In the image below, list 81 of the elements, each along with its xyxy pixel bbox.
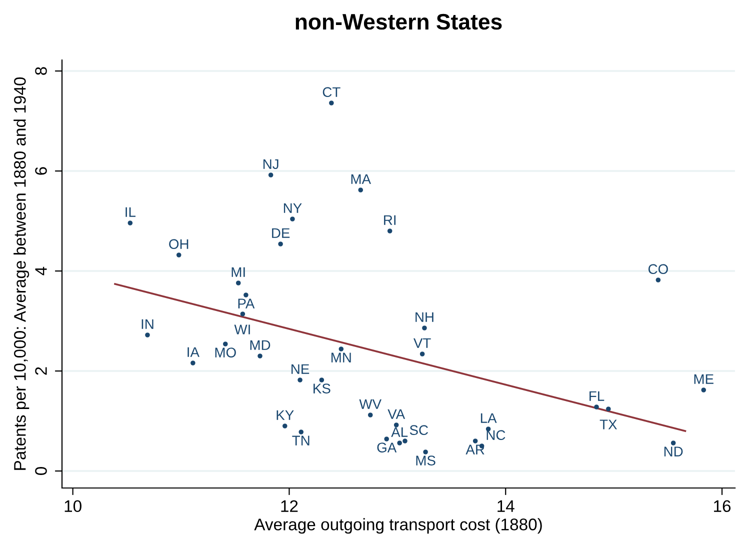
data-label: CT — [322, 87, 340, 98]
data-label: LA — [480, 413, 497, 423]
data-label: TN — [292, 436, 310, 446]
point — [298, 430, 304, 434]
x-tick-label: 10 — [64, 500, 82, 512]
point — [384, 436, 389, 442]
y-tick-label: 2 — [35, 367, 47, 375]
point — [338, 346, 344, 352]
data-label: OH — [169, 239, 188, 250]
data-label: MO — [215, 348, 236, 358]
point — [258, 354, 262, 358]
data-label: MI — [232, 267, 245, 277]
x-axis-title: Average outgoing transport cost (1880) — [254, 518, 542, 534]
point — [472, 438, 478, 444]
data-label: MA — [351, 174, 372, 184]
data-label: RI — [384, 215, 396, 225]
point — [278, 242, 283, 246]
point — [701, 388, 706, 392]
data-label: IL — [126, 207, 136, 217]
data-label: ME — [694, 374, 714, 384]
data-label: NJ — [263, 159, 278, 170]
y-tick-label: 4 — [35, 266, 47, 276]
data-label: DE — [272, 228, 290, 238]
x-tick-label: 12 — [281, 500, 298, 512]
point — [128, 220, 133, 226]
data-label: SC — [410, 425, 428, 436]
point — [656, 278, 661, 282]
data-label: CO — [648, 264, 668, 274]
data-label: PA — [238, 298, 255, 308]
chart-title: non-Western States — [296, 14, 502, 30]
y-tick-label: 8 — [35, 67, 47, 75]
y-axis-title: Patents per 10,000: Average between 1880 and 1940 — [14, 77, 30, 470]
data-label: GA — [377, 442, 397, 452]
point — [268, 172, 274, 178]
x-tick-label: 16 — [714, 500, 731, 512]
data-label: NC — [486, 430, 506, 440]
data-label: NE — [292, 364, 310, 374]
point — [422, 326, 427, 330]
point — [394, 422, 399, 428]
point — [368, 412, 373, 418]
data-label: WI — [234, 324, 250, 334]
data-label: TX — [600, 420, 617, 430]
point — [594, 404, 599, 410]
point — [244, 292, 248, 298]
point — [329, 100, 334, 106]
x-tick-label: 14 — [498, 500, 514, 512]
point — [298, 378, 302, 382]
point — [145, 332, 150, 338]
data-label: ND — [664, 446, 683, 456]
point — [190, 360, 196, 366]
point — [358, 188, 364, 192]
data-label: NH — [416, 312, 434, 322]
data-label: MS — [416, 456, 436, 466]
point — [387, 228, 392, 234]
point — [236, 280, 241, 286]
y-tick-label: 6 — [35, 167, 47, 175]
data-label: MN — [331, 352, 351, 362]
y-tick-label: 0 — [35, 467, 47, 475]
data-label: VA — [388, 409, 406, 419]
point — [420, 352, 425, 356]
data-label: IA — [188, 347, 200, 357]
data-label: KY — [276, 410, 294, 420]
data-label: VT — [413, 338, 431, 348]
data-label: WV — [359, 399, 382, 409]
data-label: AL — [391, 427, 408, 437]
point — [176, 252, 182, 258]
point — [423, 450, 428, 454]
point — [240, 312, 246, 316]
data-label: IN — [142, 319, 154, 329]
point — [222, 342, 228, 346]
point — [282, 424, 288, 428]
data-label: FL — [590, 391, 604, 401]
data-label: KS — [314, 384, 330, 394]
point — [402, 438, 408, 444]
point — [397, 440, 402, 446]
point — [319, 378, 324, 382]
point — [606, 406, 611, 412]
data-label: MD — [250, 340, 270, 350]
point — [290, 216, 295, 222]
data-label: NY — [284, 203, 302, 213]
point — [670, 440, 676, 446]
